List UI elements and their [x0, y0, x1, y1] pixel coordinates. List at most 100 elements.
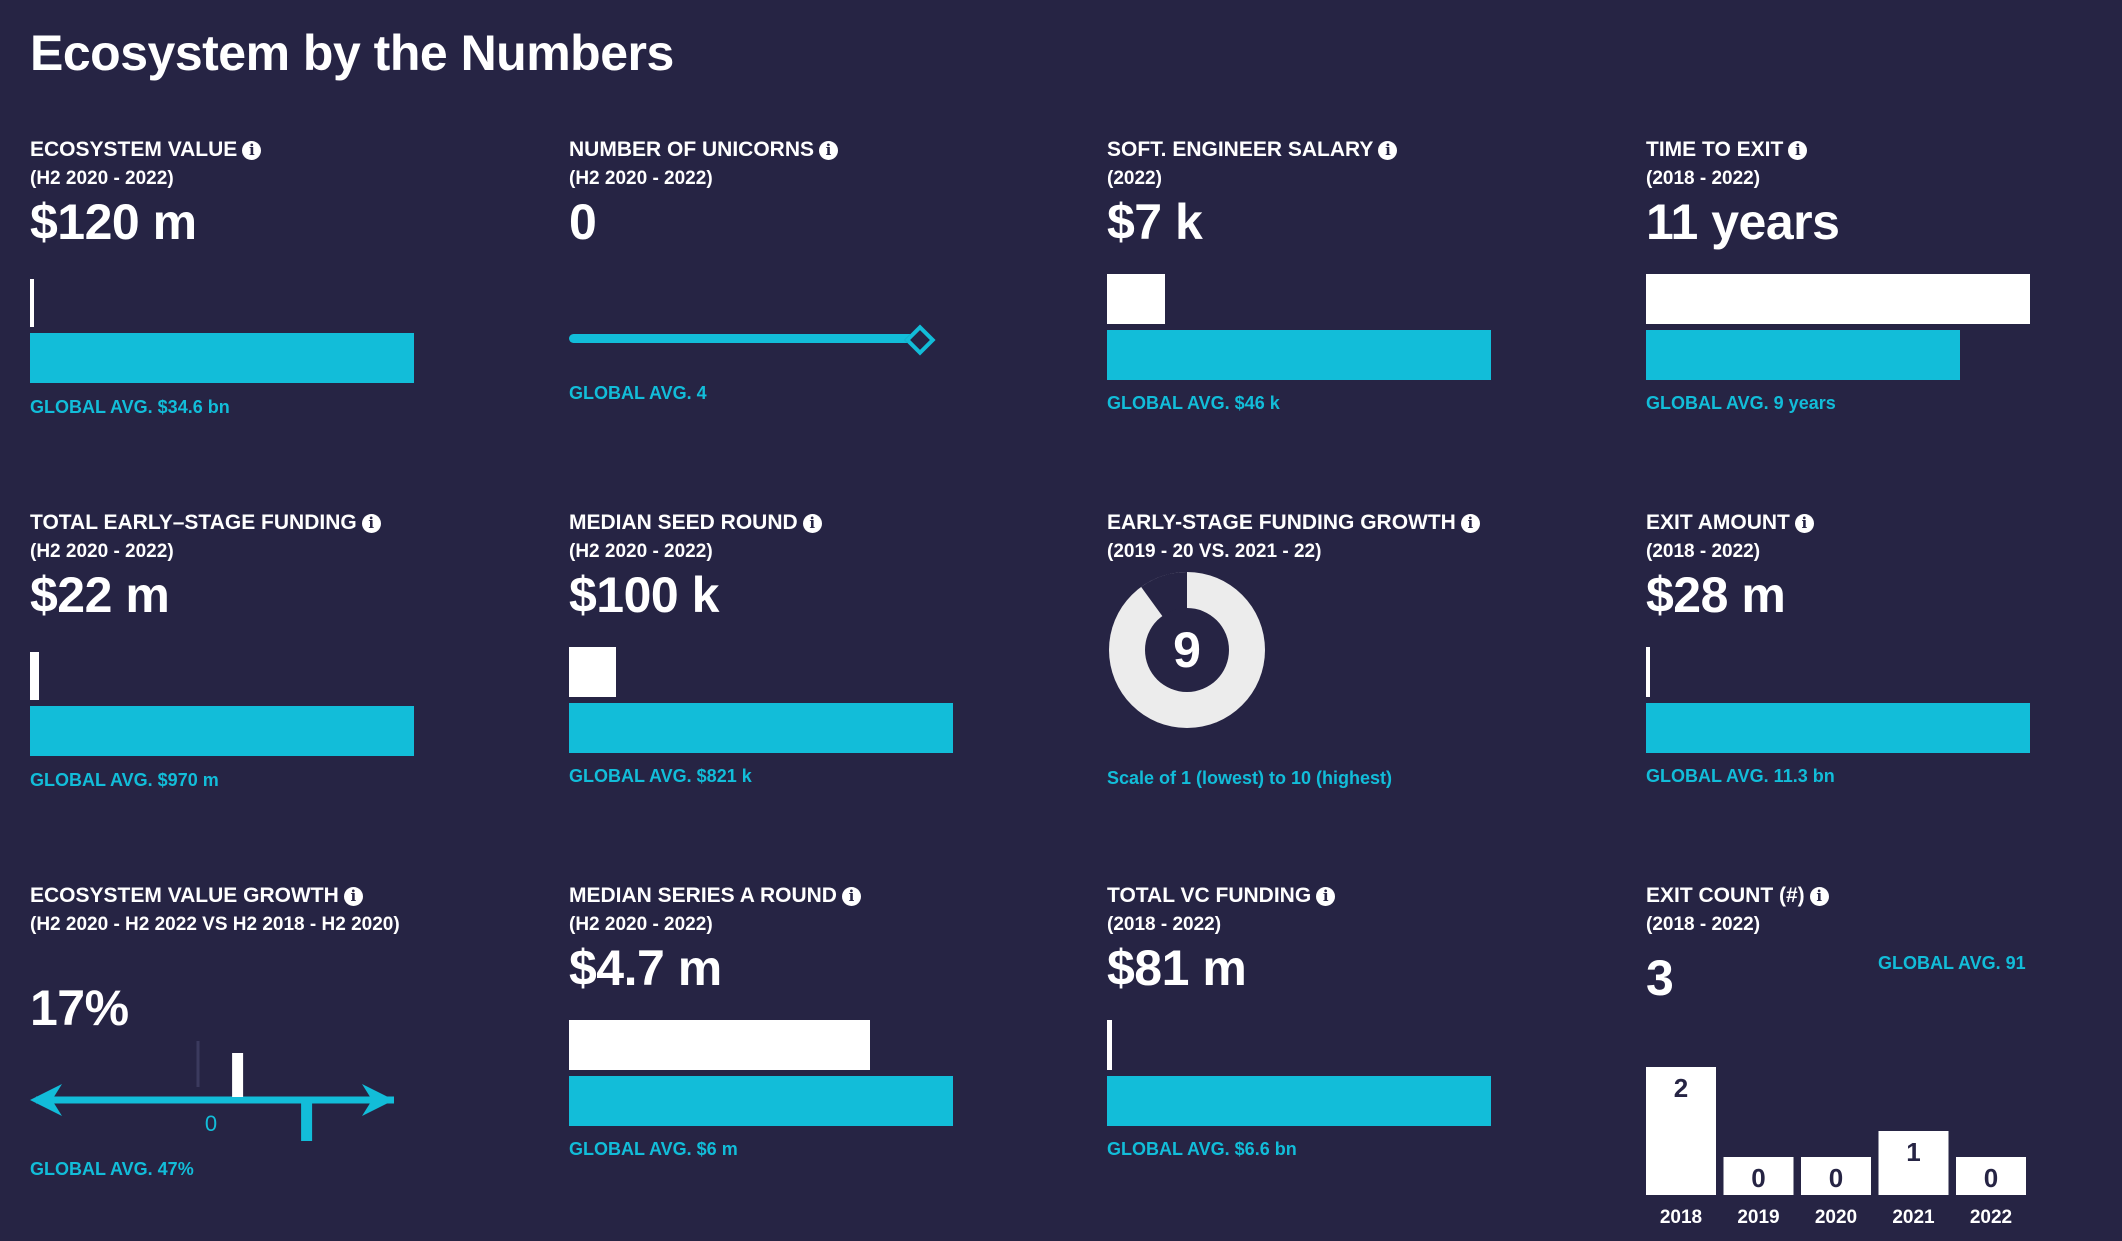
info-icon[interactable]: i [802, 514, 822, 533]
global-avg-bar [1646, 703, 2030, 753]
card-time-to-exit: TIME TO EXIT i (2018 - 2022) 11 years GLO… [1646, 135, 2076, 495]
bar-value-label: 0 [1984, 1163, 1998, 1193]
global-avg-bar [569, 703, 953, 753]
global-avg-label: GLOBAL AVG. $6 m [569, 1139, 738, 1159]
card-period: (H2 2020 - 2022) [30, 541, 174, 562]
info-icon[interactable]: i [1788, 141, 1808, 160]
exit-count-bar [1956, 1157, 2026, 1195]
local-bar [1107, 1020, 1112, 1070]
card-period: (H2 2020 - 2022) [569, 168, 713, 189]
bar-value-label: 0 [1751, 1163, 1765, 1193]
info-icon[interactable]: i [1809, 887, 1829, 906]
card-value: $4.7 m [569, 940, 722, 996]
card-title: NUMBER OF UNICORNS [569, 138, 814, 161]
info-icon[interactable]: i [361, 514, 381, 533]
card-value: 11 years [1646, 194, 1840, 250]
card-vc-funding: TOTAL VC FUNDING i (2018 - 2022) $81 m GL… [1107, 881, 1537, 1241]
year-label: 2019 [1737, 1207, 1779, 1228]
gauge-caption: Scale of 1 (lowest) to 10 (highest) [1107, 768, 1393, 788]
card-ecosystem-value: ECOSYSTEM VALUE i (H2 2020 - 2022) $120 m… [30, 135, 460, 495]
card-series-a: MEDIAN SERIES A ROUND i (H2 2020 - 2022) … [569, 881, 999, 1241]
score-gauge: 9 [1109, 572, 1265, 728]
year-label: 2021 [1892, 1207, 1935, 1228]
info-icon[interactable]: i [1378, 141, 1398, 160]
info-icon[interactable]: i [242, 141, 262, 160]
card-value: $28 m [1646, 567, 1786, 623]
card-period: (2019 - 20 VS. 2021 - 22) [1107, 541, 1322, 562]
local-bar [1107, 274, 1166, 324]
card-exit-count: EXIT COUNT (#) i (2018 - 2022) 3 GLOBAL A… [1646, 881, 2076, 1241]
card-seed-round: MEDIAN SEED ROUND i (H2 2020 - 2022) $100… [569, 508, 999, 868]
card-period: (2018 - 2022) [1646, 541, 1761, 562]
global-avg-label: GLOBAL AVG. 91 [1878, 953, 2026, 973]
card-value: $120 m [30, 194, 197, 250]
exit-count-bar [1646, 1067, 1716, 1195]
card-period: (H2 2020 - 2022) [569, 914, 713, 935]
local-bar [569, 647, 616, 697]
card-title: MEDIAN SEED ROUND [569, 511, 798, 534]
exit-count-chart: 2 2018 0 2019 0 2020 1 2021 0 2022 [1646, 1067, 2026, 1228]
global-avg-label: GLOBAL AVG. $6.6 bn [1107, 1139, 1297, 1159]
bar-value-label: 0 [1829, 1163, 1843, 1193]
card-title: SOFT. ENGINEER SALARY [1107, 138, 1374, 161]
card-period: (2022) [1107, 168, 1162, 189]
info-icon[interactable]: i [819, 141, 838, 160]
local-bar [1646, 274, 2030, 324]
global-avg-bar [1646, 330, 1961, 380]
gauge-score: 9 [1173, 622, 1201, 678]
card-title: ECOSYSTEM VALUE GROWTH [30, 884, 339, 907]
card-period: (2018 - 2022) [1646, 914, 1761, 935]
bar-value-label: 2 [1674, 1073, 1688, 1103]
global-avg-bar [569, 1076, 953, 1126]
page-title: Ecosystem by the Numbers [30, 25, 674, 81]
info-icon[interactable]: i [1316, 887, 1336, 906]
global-avg-bar [30, 706, 414, 756]
card-period: (2018 - 2022) [1646, 168, 1761, 189]
card-period: (2018 - 2022) [1107, 914, 1222, 935]
card-period: (H2 2020 - H2 2022 VS H2 2018 - H2 2020) [30, 914, 400, 935]
info-icon[interactable]: i [1794, 514, 1814, 533]
card-value: 0 [569, 194, 597, 250]
card-early-funding: TOTAL EARLY–STAGE FUNDING i (H2 2020 - 20… [30, 508, 460, 868]
exit-count-bar [1801, 1157, 1871, 1195]
local-bar [1646, 647, 1650, 697]
info-icon[interactable]: i [343, 887, 363, 906]
exit-count-bar [1878, 1131, 1949, 1195]
global-avg-label: GLOBAL AVG. $34.6 bn [30, 397, 230, 417]
card-value: 17% [30, 980, 129, 1036]
local-bar [30, 279, 34, 327]
bar-value-label: 1 [1906, 1137, 1920, 1167]
local-marker [232, 1053, 244, 1097]
year-label: 2022 [1970, 1207, 2012, 1228]
year-label: 2020 [1815, 1207, 1857, 1228]
card-title: ECOSYSTEM VALUE [30, 138, 238, 161]
global-avg-track [569, 334, 921, 343]
card-title: TIME TO EXIT [1646, 138, 1784, 161]
axis-right-arrow [362, 1084, 394, 1116]
card-exit-amount: EXIT AMOUNT i (2018 - 2022) $28 m GLOBAL … [1646, 508, 2076, 868]
info-icon[interactable]: i [841, 887, 861, 906]
zero-label: 0 [205, 1111, 217, 1136]
local-bar [30, 652, 39, 700]
gauge-center [1145, 608, 1229, 692]
global-avg-marker [904, 324, 936, 356]
global-avg-bar [1107, 330, 1491, 380]
card-title: EXIT COUNT (#) [1646, 884, 1805, 907]
global-avg-label: GLOBAL AVG. $821 k [569, 766, 752, 786]
card-title: EARLY-STAGE FUNDING GROWTH [1107, 511, 1456, 534]
global-avg-marker [301, 1103, 313, 1141]
card-title: TOTAL VC FUNDING [1107, 884, 1312, 907]
card-unicorns: NUMBER OF UNICORNS i (H2 2020 - 2022) 0 G… [569, 135, 999, 495]
axis-left-arrow [30, 1084, 62, 1116]
card-period: (H2 2020 - 2022) [30, 168, 174, 189]
card-value: $100 k [569, 567, 719, 623]
card-funding-growth: EARLY-STAGE FUNDING GROWTH i (2019 - 20 V… [1107, 508, 1537, 868]
card-salary: SOFT. ENGINEER SALARY i (2022) $7 k GLOBA… [1107, 135, 1537, 495]
card-title: MEDIAN SERIES A ROUND [569, 884, 837, 907]
card-title: EXIT AMOUNT [1646, 511, 1790, 534]
info-icon[interactable]: i [1460, 514, 1480, 533]
global-avg-bar [1107, 1076, 1491, 1126]
card-value: $22 m [30, 567, 170, 623]
global-avg-label: GLOBAL AVG. 9 years [1646, 393, 1836, 413]
global-avg-label: GLOBAL AVG. 47% [30, 1159, 194, 1179]
